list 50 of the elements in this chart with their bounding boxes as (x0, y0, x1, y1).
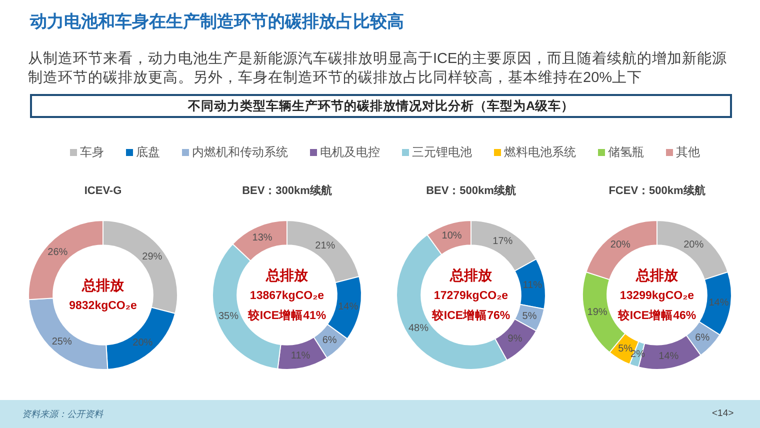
legend-label: 电机及电控 (320, 145, 380, 160)
data-label: 5% (618, 343, 633, 354)
data-label: 14% (708, 298, 729, 309)
text: 17279kgCO₂e (434, 290, 508, 302)
data-label: 20% (684, 239, 704, 250)
data-label: 9% (508, 334, 522, 345)
data-label: 10% (442, 230, 462, 242)
text: 动力电池和车身在生产制造环节的碳排放占比较高 (30, 11, 404, 33)
data-label: 14% (658, 350, 679, 362)
chart-title: BEV：500km续航 (426, 184, 516, 198)
text: 较ICE增幅46% (616, 308, 696, 322)
text: 9832kgCO₂e (69, 300, 137, 312)
data-label: 29% (142, 252, 162, 263)
data-label: 6% (695, 332, 710, 344)
data-label: 14% (338, 301, 358, 312)
data-label: 25% (52, 336, 72, 348)
data-label: 17% (492, 236, 513, 248)
data-label: 13% (252, 232, 272, 244)
text: <14> (712, 408, 734, 420)
text: FCEV：500km续航 (608, 184, 706, 198)
data-label: 20% (132, 338, 153, 349)
text: 总排放 (449, 266, 493, 283)
legend-label: 车身 (80, 145, 104, 160)
chart-title: BEV：300km续航 (242, 184, 332, 198)
chart-title: ICEV-G (84, 185, 122, 198)
data-label: 26% (48, 247, 68, 258)
text: 总排放 (635, 266, 679, 283)
text: 总排放 (81, 276, 125, 293)
text: 较ICE增幅76% (430, 308, 510, 322)
data-label: 6% (322, 335, 337, 346)
data-label: 19% (587, 307, 608, 318)
text: 总排放 (265, 266, 309, 283)
legend-label: 储氢瓶 (608, 145, 644, 160)
data-label: 48% (408, 323, 429, 334)
data-label: 21% (315, 240, 336, 252)
text: 13299kgCO₂e (620, 290, 694, 302)
data-label: 35% (218, 310, 239, 322)
text: 较ICE增幅41% (246, 308, 326, 322)
data-label: 20% (610, 239, 631, 250)
legend-label: 三元锂电池 (412, 145, 472, 160)
text: 从制造环节来看，动力电池生产是新能源汽车碳排放明显高于ICE的主要原因，而且随着续航的增加新能源制造环节的碳排放更高。另外，车身在制造环节的碳排放占比同样较高，基本维持在20%上下 (28, 50, 728, 88)
legend-label: 内燃机和传动系统 (192, 145, 288, 160)
data-label: 11% (290, 350, 310, 362)
data-label: 11% (522, 280, 542, 292)
text: 资料来源：公开资料 (22, 408, 103, 420)
text: 13867kgCO₂e (250, 290, 324, 302)
legend-label: 其他 (676, 145, 700, 160)
legend-label: 底盘 (136, 145, 160, 160)
legend-label: 燃料电池系统 (504, 145, 576, 160)
data-label: 5% (522, 310, 537, 322)
